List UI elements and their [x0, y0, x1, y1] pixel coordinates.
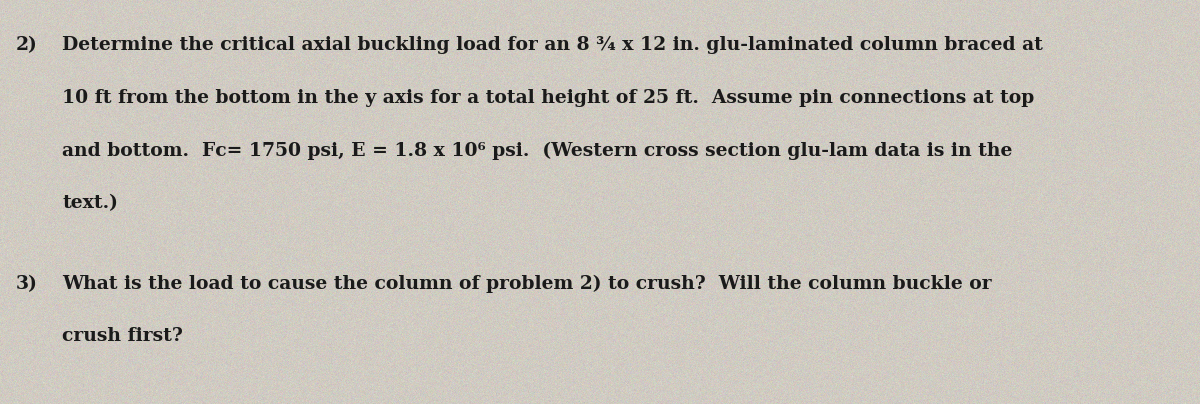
Text: crush first?: crush first?	[62, 327, 184, 345]
Text: and bottom.  Fc= 1750 psi, E = 1.8 x 10⁶ psi.  (Western cross section glu-lam da: and bottom. Fc= 1750 psi, E = 1.8 x 10⁶ …	[62, 141, 1013, 160]
Text: text.): text.)	[62, 194, 119, 212]
Text: What is the load to cause the column of problem 2) to crush?  Will the column bu: What is the load to cause the column of …	[62, 275, 992, 293]
Text: 3): 3)	[16, 275, 37, 293]
Text: 10 ft from the bottom in the y axis for a total height of 25 ft.  Assume pin con: 10 ft from the bottom in the y axis for …	[62, 89, 1034, 107]
Text: Determine the critical axial buckling load for an 8 ¾ x 12 in. glu-laminated col: Determine the critical axial buckling lo…	[62, 36, 1043, 55]
Text: 2): 2)	[16, 36, 37, 55]
